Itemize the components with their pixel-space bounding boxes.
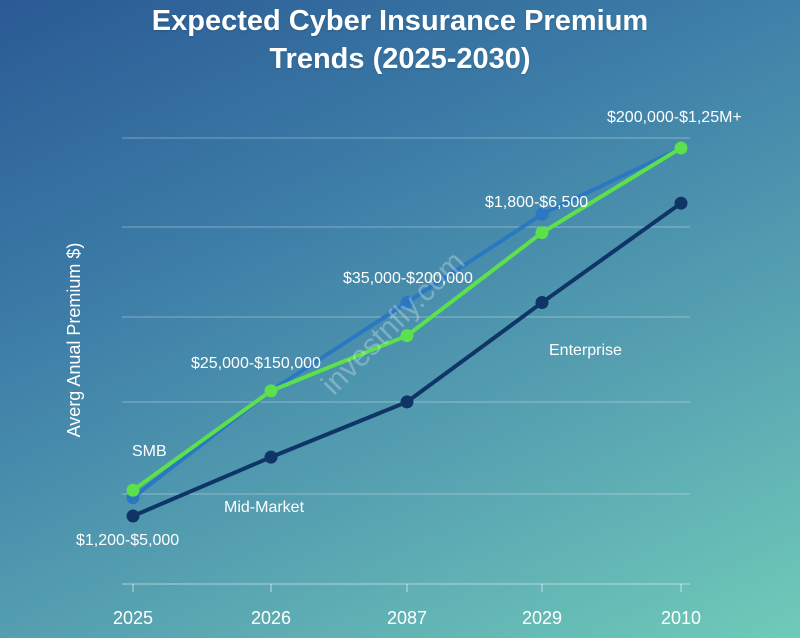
annotation-range-1: $1,200-$5,000 xyxy=(76,532,179,549)
data-point-top xyxy=(535,207,549,221)
data-point-low xyxy=(535,296,549,310)
annotation-range-5: $200,000-$1,25M+ xyxy=(607,109,742,126)
chart-title: Expected Cyber Insurance Premium Trends … xyxy=(0,2,800,78)
data-point-low xyxy=(126,509,140,523)
annotation-range-3: $35,000-$200,000 xyxy=(343,270,473,287)
data-point-bright xyxy=(535,226,549,240)
x-axis-ticks: 2025 2026 2087 2029 2010 xyxy=(113,584,701,628)
annotation-range-4: $1,800-$6,500 xyxy=(485,194,588,211)
data-point-low xyxy=(264,450,278,464)
data-point-bright xyxy=(264,384,278,398)
series-points xyxy=(126,141,688,523)
annotation-mid-market: Mid-Market xyxy=(224,499,305,516)
chart-title-line-1: Expected Cyber Insurance Premium xyxy=(151,5,649,37)
gridlines xyxy=(122,137,690,585)
x-tick-label: 2087 xyxy=(387,608,427,628)
data-point-low xyxy=(400,395,414,409)
data-point-bright xyxy=(126,483,140,497)
y-axis-label: Averg Anual Premium $) xyxy=(64,243,84,438)
annotation-enterprise: Enterprise xyxy=(549,342,622,359)
x-tick-label: 2010 xyxy=(661,608,701,628)
chart-title-line-2: Trends (2025-2030) xyxy=(269,43,531,75)
annotation-smb: SMB xyxy=(132,443,167,460)
annotation-range-2: $25,000-$150,000 xyxy=(191,355,321,372)
x-tick-label: 2029 xyxy=(522,608,562,628)
x-tick-label: 2026 xyxy=(251,608,291,628)
watermark: investnfly.com xyxy=(315,245,471,401)
data-point-low xyxy=(674,196,688,210)
x-tick-label: 2025 xyxy=(113,608,153,628)
data-point-bright xyxy=(400,329,414,343)
data-point-bright xyxy=(674,141,688,155)
data-point-top xyxy=(400,296,414,310)
